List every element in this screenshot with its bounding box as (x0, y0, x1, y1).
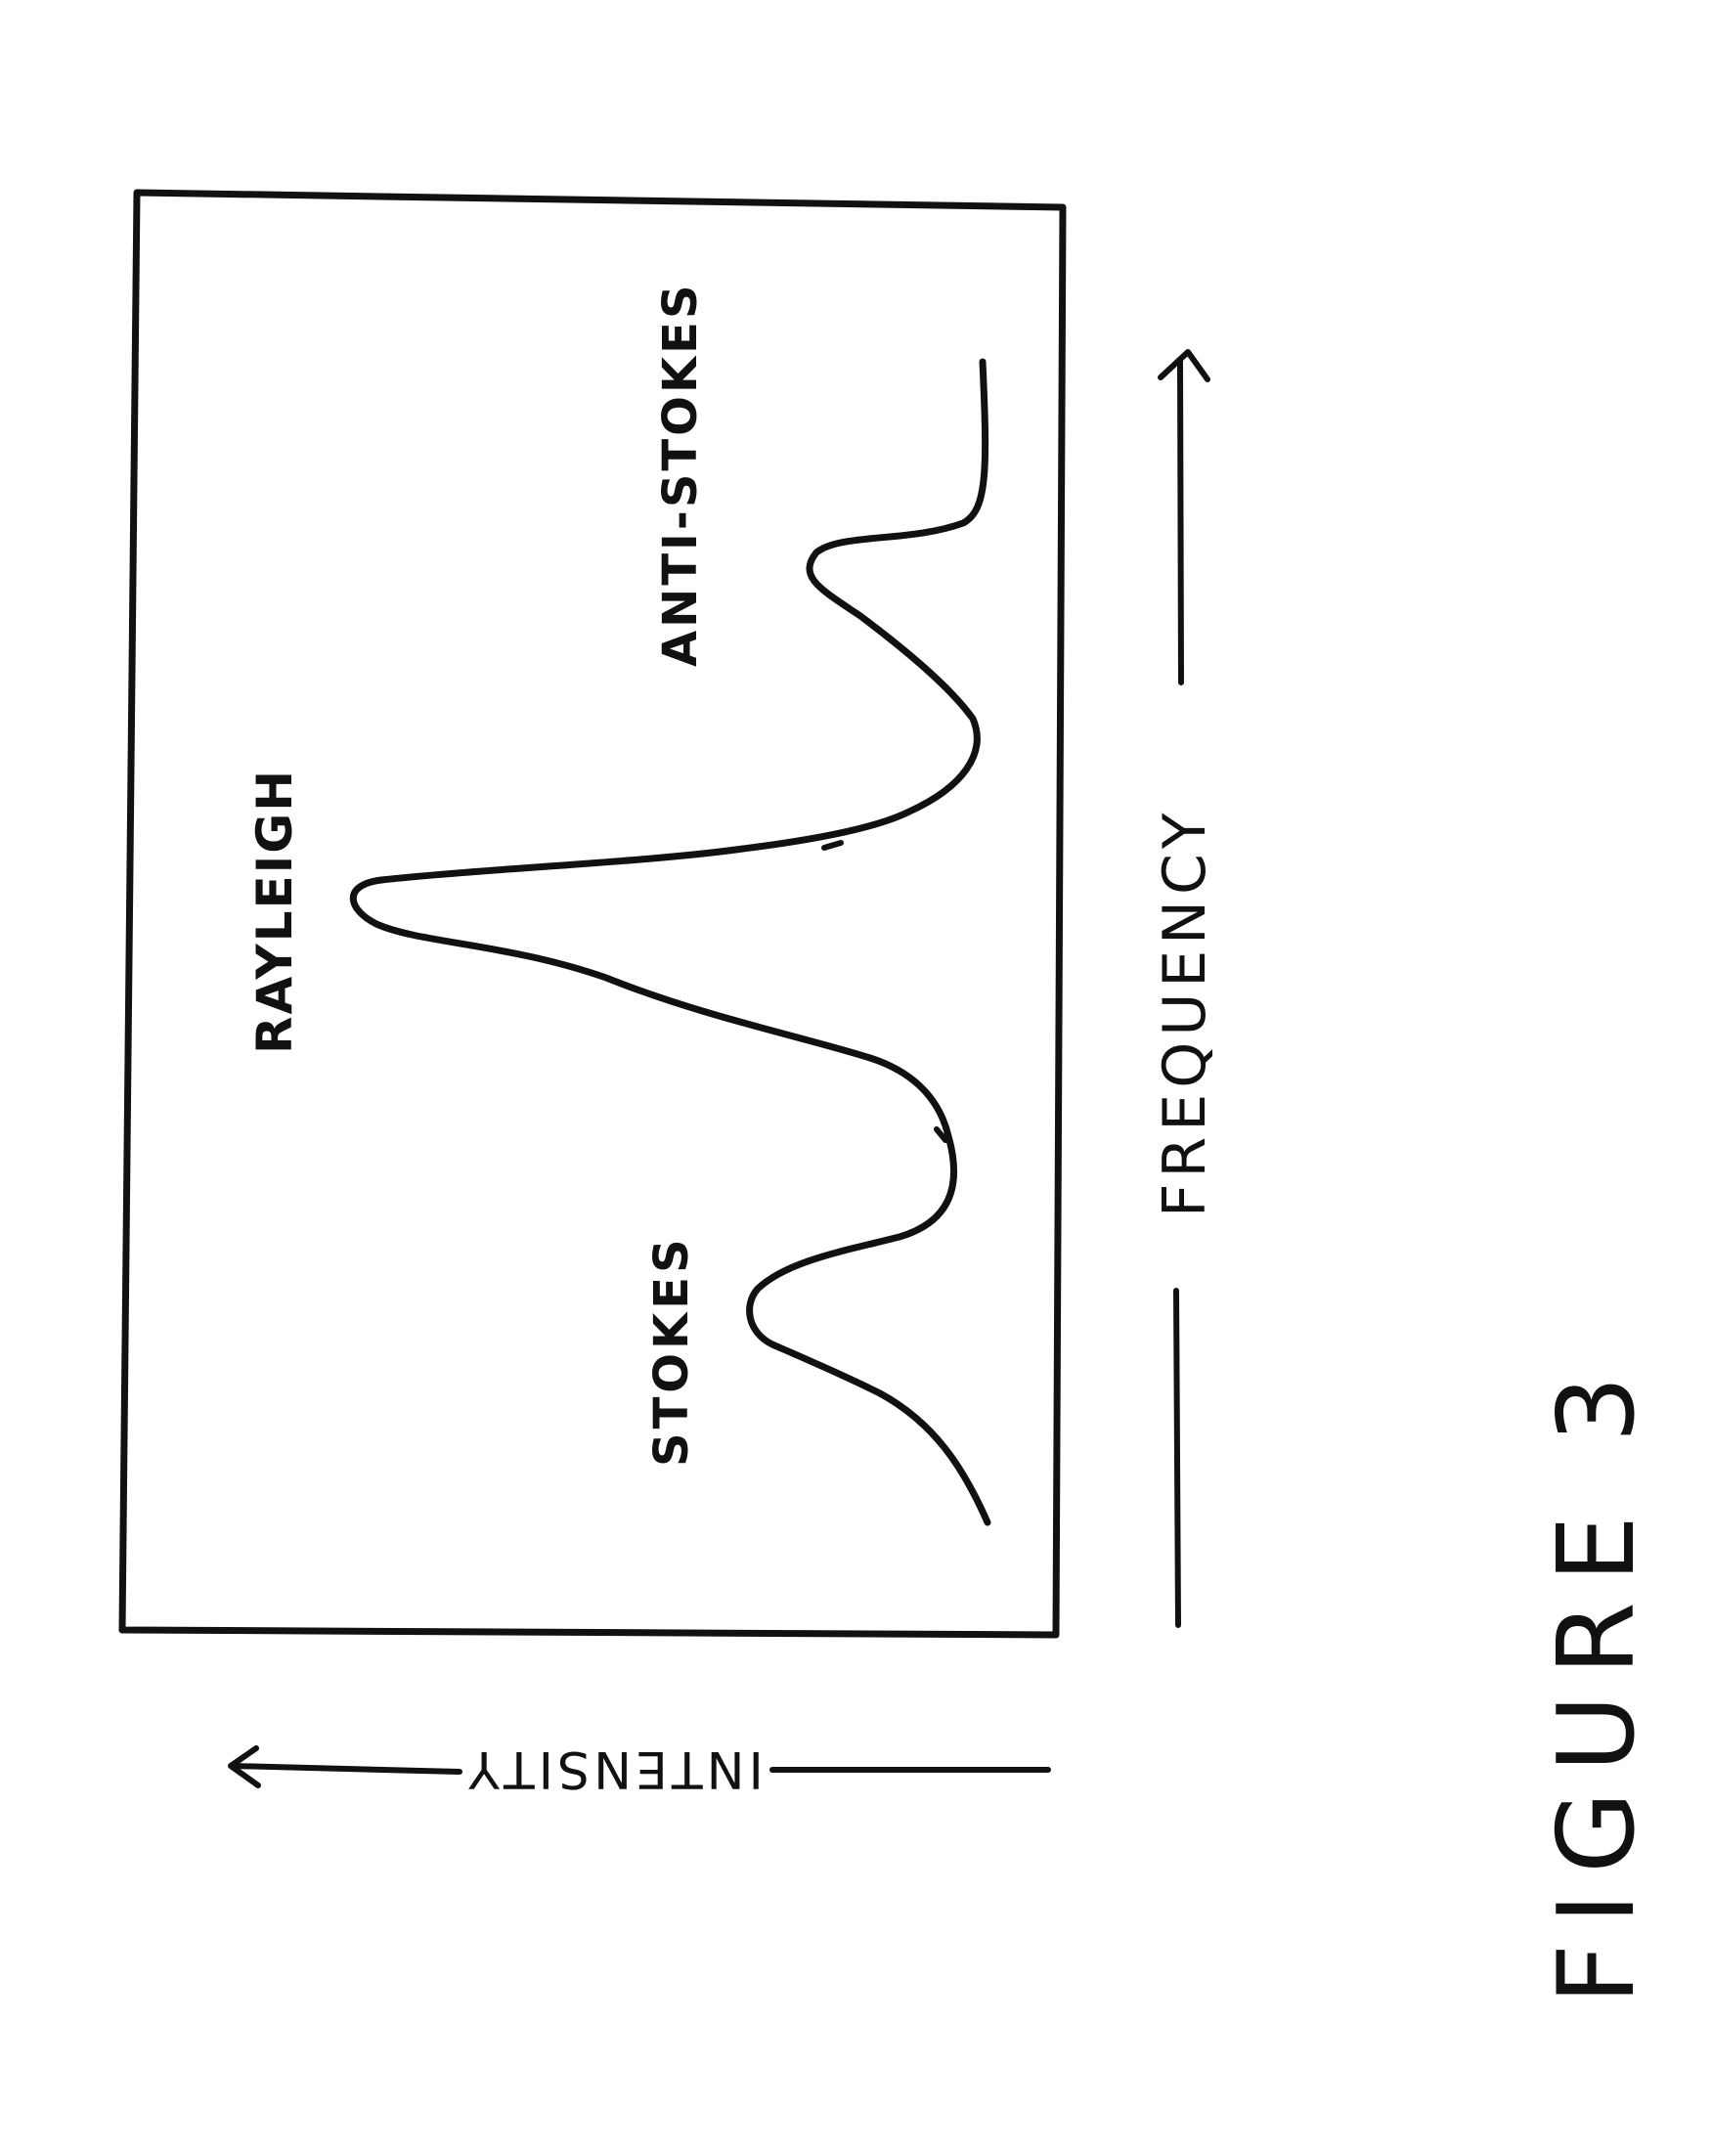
curve-ink-mark (821, 840, 844, 851)
intensity-axis-label: INTENSITY (464, 1739, 764, 1798)
plot-frame (118, 189, 1067, 1639)
intensity-axis: INTENSITY (228, 1739, 1051, 1798)
frequency-axis-line-lower (1173, 1288, 1181, 1628)
frequency-axis-label: FREQUENCY (1151, 807, 1219, 1217)
intensity-arrow-icon (228, 1745, 261, 1788)
frequency-axis-line-upper (1177, 359, 1184, 685)
curve-ink-mark (934, 1126, 948, 1143)
frequency-arrow-icon (1158, 349, 1210, 382)
peak-label-stokes: STOKES (644, 1235, 699, 1467)
peak-label-rayleigh: RAYLEIGH (246, 769, 303, 1054)
spectrum-curve (349, 358, 991, 1526)
figure-caption: FIGURE 3 (1536, 1356, 1658, 2004)
frequency-axis: FREQUENCY (1151, 349, 1219, 1628)
intensity-axis-line-left (230, 1763, 462, 1775)
peak-label-anti-stokes: ANTI-STOKES (653, 282, 708, 667)
